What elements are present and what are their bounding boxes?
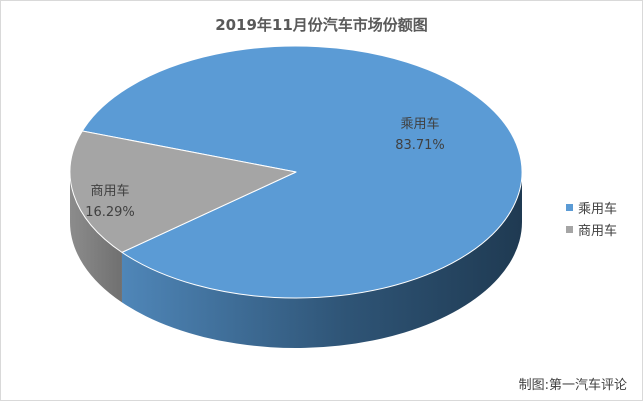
slice-label-name-passenger: 乘用车 (400, 116, 439, 132)
pie-slice-commercial (69, 130, 297, 253)
slice-label-percent-commercial: 16.29% (85, 205, 135, 220)
legend-item-commercial: 商用车 (566, 218, 617, 240)
pie-slice-passenger (81, 45, 523, 299)
pie-side-commercial (70, 172, 122, 303)
chart-title: 2019年11月份汽车市场份额图 (215, 16, 428, 34)
legend-item-passenger: 乘用车 (566, 196, 617, 218)
slice-label-name-commercial: 商用车 (90, 183, 129, 199)
legend-swatch-passenger (566, 203, 573, 211)
pie-side-passenger (121, 172, 523, 349)
legend-label-passenger: 乘用车 (578, 201, 618, 217)
source-note: 制图:第一汽车评论 (518, 378, 627, 393)
slice-label-percent-passenger: 83.71% (395, 138, 445, 153)
legend: 乘用车 商用车 (566, 196, 617, 240)
legend-label-commercial: 商用车 (578, 223, 618, 239)
legend-swatch-commercial (566, 225, 573, 233)
